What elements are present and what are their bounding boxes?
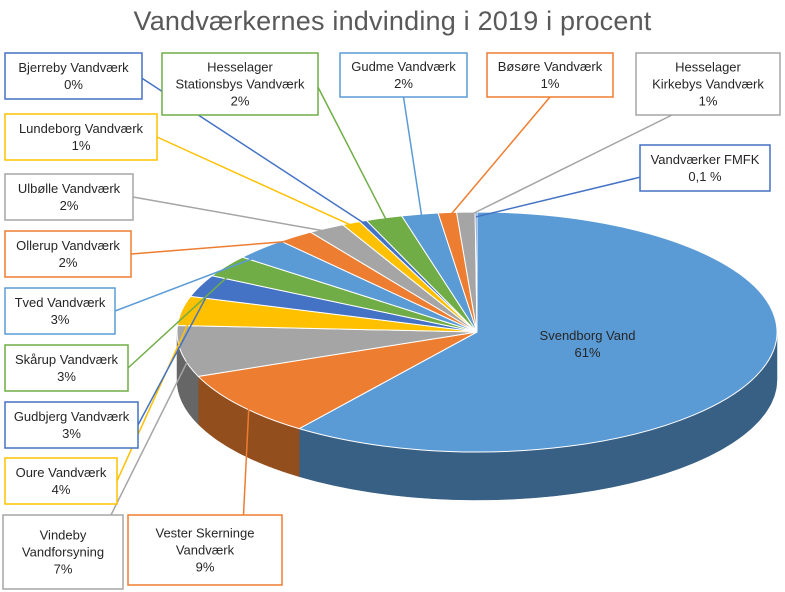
callout-box-2 xyxy=(2,514,124,590)
slice-name-label-13: Bøsøre Vandværk xyxy=(498,59,603,74)
slice-name-label-1: Vester Skerninge xyxy=(155,526,254,541)
callout-line-14 xyxy=(465,114,673,218)
slice-name-label-9: Lundeborg Vandværk xyxy=(19,121,144,136)
callout-box-12 xyxy=(339,52,468,98)
slice-value-label-5: 3% xyxy=(57,369,76,384)
callout-box-9 xyxy=(4,113,158,161)
callout-line-4 xyxy=(137,287,212,426)
slice-name-label-5: Skårup Vandværk xyxy=(15,352,119,367)
slice-value-label-6: 3% xyxy=(51,312,70,327)
callout-box-15 xyxy=(639,144,771,192)
callout-box-11 xyxy=(161,52,319,116)
slice-value-label-3: 4% xyxy=(52,482,71,497)
callout-box-10 xyxy=(4,52,143,100)
slice-name-label-14: Hesselager xyxy=(675,60,741,75)
slice-name-label-8: Ulbølle Vandværk xyxy=(18,181,121,196)
slice-value-label-10: 0% xyxy=(64,77,83,92)
slice-value-label-0: 61% xyxy=(574,345,600,360)
slice-name-label-1: Vandværk xyxy=(176,543,235,558)
slice-value-label-11: 2% xyxy=(231,94,250,109)
callout-box-3 xyxy=(4,457,118,505)
callout-line-15 xyxy=(475,176,641,218)
slice-value-label-4: 3% xyxy=(62,426,81,441)
slice-name-label-11: Stationsbys Vandværk xyxy=(175,77,305,92)
callout-line-6 xyxy=(114,251,270,312)
chart-title: Vandværkernes indvinding i 2019 i procen… xyxy=(133,6,652,36)
callout-box-1 xyxy=(127,514,283,586)
slice-name-label-15: Vandværker FMFK xyxy=(651,152,760,167)
callout-box-14 xyxy=(635,52,781,116)
slice-value-label-8: 2% xyxy=(60,198,79,213)
slice-name-label-14: Kirkebys Vandværk xyxy=(652,77,764,92)
slice-name-label-7: Ollerup Vandværk xyxy=(16,238,120,253)
pie-slice-0 xyxy=(297,211,778,453)
slice-value-label-1: 9% xyxy=(196,560,215,575)
callout-line-3 xyxy=(116,311,195,482)
slice-name-label-6: Tved Vandværk xyxy=(15,295,106,310)
slice-name-label-10: Bjerreby Vandværk xyxy=(18,60,129,75)
slice-value-label-14: 1% xyxy=(699,94,718,109)
callout-line-1 xyxy=(242,402,250,516)
pie-slice-1 xyxy=(197,331,478,430)
slice-name-label-12: Gudme Vandværk xyxy=(351,59,456,74)
callout-line-13 xyxy=(447,96,551,218)
callout-box-13 xyxy=(486,52,614,98)
slice-value-label-13: 1% xyxy=(541,76,560,91)
callout-box-6 xyxy=(4,287,116,335)
callout-box-4 xyxy=(4,401,139,449)
callout-line-8 xyxy=(132,196,333,234)
slice-name-label-4: Gudbjerg Vandværk xyxy=(14,409,130,424)
slice-name-label-3: Oure Vandværk xyxy=(16,465,107,480)
callout-line-9 xyxy=(156,136,357,229)
callout-line-5 xyxy=(127,268,237,369)
callout-line-2 xyxy=(110,350,194,516)
slice-value-label-12: 2% xyxy=(394,76,413,91)
pie-depth-walls xyxy=(176,331,778,501)
slice-name-label-0: Svendborg Vand xyxy=(540,328,636,343)
slice-value-label-2: 7% xyxy=(54,562,73,577)
pie-slice-2 xyxy=(176,324,478,377)
slice-value-label-9: 1% xyxy=(72,138,91,153)
pie-callouts: Svendborg Vand 61% Vester Skerninge Vandvær… xyxy=(2,52,781,590)
callout-line-11 xyxy=(317,86,389,223)
slice-value-label-15: 0,1 % xyxy=(688,169,722,184)
callout-box-7 xyxy=(4,230,132,278)
callout-box-5 xyxy=(4,344,129,392)
callout-box-8 xyxy=(4,173,134,221)
slice-value-label-7: 2% xyxy=(59,255,78,270)
callout-line-7 xyxy=(130,239,303,255)
callout-line-12 xyxy=(402,96,423,220)
slice-name-label-2: Vandforsyning xyxy=(22,545,104,560)
slice-name-label-11: Hesselager xyxy=(207,60,273,75)
pie-slices xyxy=(176,211,778,453)
slice-name-label-2: Vindeby xyxy=(40,528,87,543)
